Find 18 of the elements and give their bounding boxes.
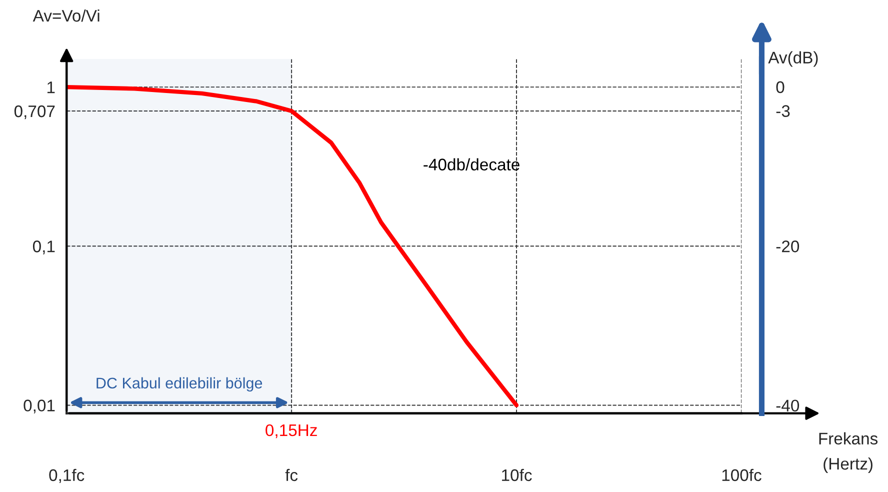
text: 0,15Hz: [266, 424, 317, 438]
y-tick-label: 0,1: [32, 240, 55, 254]
x-tick-label: 10fc: [502, 468, 532, 482]
x-tick-label: 0,1fc: [49, 468, 84, 484]
y-axis-title: Av=Vo/Vi: [32, 9, 100, 22]
x-tick-label: 100fc: [722, 468, 762, 482]
y2-tick-label: -3: [776, 105, 790, 117]
y2-tick-label: -20: [776, 240, 800, 252]
band-label: DC Kabul edilebilir bölge: [96, 377, 262, 392]
y2-axis-title: Av(dB): [768, 51, 818, 67]
annotation: -40db/decate: [424, 158, 520, 170]
x-tick-label: fc: [285, 468, 298, 482]
y2-tick-label: -40: [776, 400, 800, 412]
y-tick-label: 1: [47, 82, 55, 94]
y2-tick-label: 0: [776, 81, 784, 94]
x-axis-title: Frekans (Hertz): [819, 432, 878, 473]
y-tick-label: 0,01: [24, 400, 55, 414]
y-tick-label: 0,707: [14, 105, 55, 120]
